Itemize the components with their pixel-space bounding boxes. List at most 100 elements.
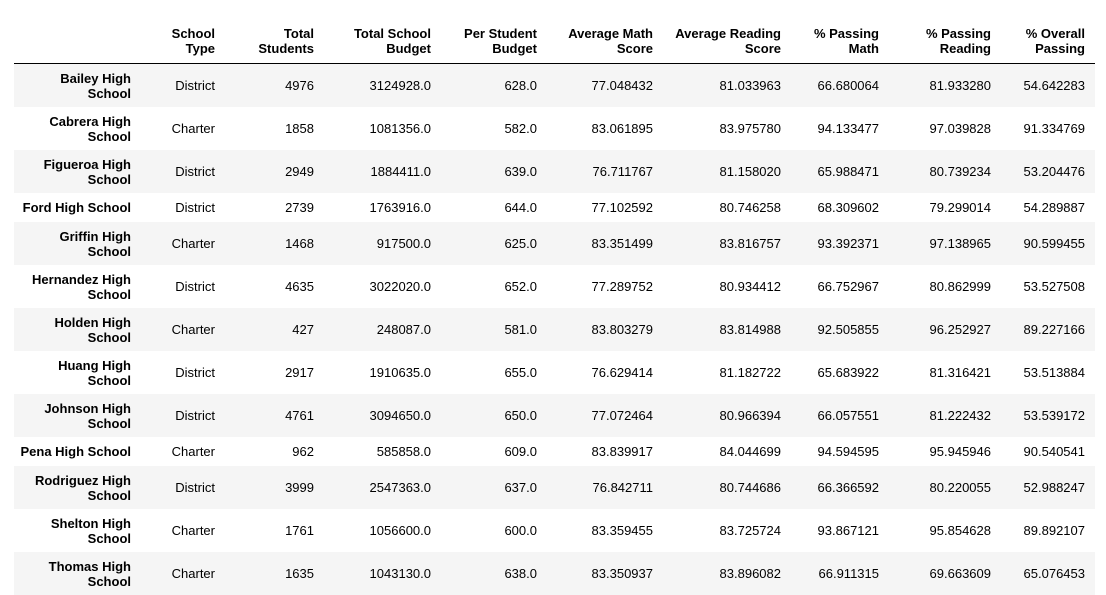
total-students-cell: 1635	[225, 552, 324, 595]
dataframe-container: School Type Total Students Total School …	[14, 16, 1095, 595]
total-students-cell: 4761	[225, 394, 324, 437]
school-name-cell: Johnson High School	[14, 394, 141, 437]
total-students-cell: 1468	[225, 222, 324, 265]
per-student-budget-cell: 652.0	[441, 265, 547, 308]
total-students-cell: 2739	[225, 193, 324, 222]
school-type-cell: District	[141, 64, 225, 108]
school-type-cell: District	[141, 351, 225, 394]
per-student-budget-cell: 639.0	[441, 150, 547, 193]
column-header-school-type: School Type	[141, 16, 225, 64]
percent-passing-reading-cell: 97.138965	[889, 222, 1001, 265]
average-math-score-cell: 83.350937	[547, 552, 663, 595]
average-math-score-cell: 76.711767	[547, 150, 663, 193]
per-student-budget-cell: 637.0	[441, 466, 547, 509]
average-reading-score-cell: 81.033963	[663, 64, 791, 108]
percent-overall-passing-cell: 65.076453	[1001, 552, 1095, 595]
total-students-cell: 4635	[225, 265, 324, 308]
per-student-budget-cell: 625.0	[441, 222, 547, 265]
percent-passing-math-cell: 94.594595	[791, 437, 889, 466]
school-name-cell: Pena High School	[14, 437, 141, 466]
school-type-cell: District	[141, 466, 225, 509]
school-name-cell: Hernandez High School	[14, 265, 141, 308]
school-name-cell: Griffin High School	[14, 222, 141, 265]
average-reading-score-cell: 83.814988	[663, 308, 791, 351]
school-type-cell: District	[141, 394, 225, 437]
percent-passing-reading-cell: 81.316421	[889, 351, 1001, 394]
percent-passing-math-cell: 65.683922	[791, 351, 889, 394]
total-school-budget-cell: 1763916.0	[324, 193, 441, 222]
percent-overall-passing-cell: 54.642283	[1001, 64, 1095, 108]
per-student-budget-cell: 638.0	[441, 552, 547, 595]
total-school-budget-cell: 917500.0	[324, 222, 441, 265]
total-students-cell: 2949	[225, 150, 324, 193]
total-students-cell: 962	[225, 437, 324, 466]
average-math-score-cell: 83.061895	[547, 107, 663, 150]
average-reading-score-cell: 83.896082	[663, 552, 791, 595]
percent-overall-passing-cell: 89.227166	[1001, 308, 1095, 351]
total-students-cell: 4976	[225, 64, 324, 108]
school-type-cell: Charter	[141, 509, 225, 552]
percent-passing-math-cell: 68.309602	[791, 193, 889, 222]
average-reading-score-cell: 83.975780	[663, 107, 791, 150]
table-header: School Type Total Students Total School …	[14, 16, 1095, 64]
percent-overall-passing-cell: 90.599455	[1001, 222, 1095, 265]
percent-overall-passing-cell: 54.289887	[1001, 193, 1095, 222]
school-name-cell: Rodriguez High School	[14, 466, 141, 509]
index-header	[14, 16, 141, 64]
percent-passing-math-cell: 93.867121	[791, 509, 889, 552]
school-name-cell: Ford High School	[14, 193, 141, 222]
percent-passing-reading-cell: 80.739234	[889, 150, 1001, 193]
school-type-cell: District	[141, 150, 225, 193]
average-math-score-cell: 77.072464	[547, 394, 663, 437]
average-reading-score-cell: 80.966394	[663, 394, 791, 437]
percent-passing-math-cell: 66.366592	[791, 466, 889, 509]
school-type-cell: Charter	[141, 437, 225, 466]
average-math-score-cell: 83.351499	[547, 222, 663, 265]
column-header-per-student-budget: Per Student Budget	[441, 16, 547, 64]
average-math-score-cell: 76.629414	[547, 351, 663, 394]
average-math-score-cell: 83.839917	[547, 437, 663, 466]
average-reading-score-cell: 80.746258	[663, 193, 791, 222]
average-reading-score-cell: 80.934412	[663, 265, 791, 308]
total-school-budget-cell: 1910635.0	[324, 351, 441, 394]
school-type-cell: Charter	[141, 222, 225, 265]
average-math-score-cell: 77.289752	[547, 265, 663, 308]
average-math-score-cell: 77.048432	[547, 64, 663, 108]
per-student-budget-cell: 644.0	[441, 193, 547, 222]
total-school-budget-cell: 1884411.0	[324, 150, 441, 193]
per-student-budget-cell: 581.0	[441, 308, 547, 351]
school-name-cell: Figueroa High School	[14, 150, 141, 193]
header-row: School Type Total Students Total School …	[14, 16, 1095, 64]
percent-passing-reading-cell: 79.299014	[889, 193, 1001, 222]
total-school-budget-cell: 2547363.0	[324, 466, 441, 509]
percent-overall-passing-cell: 91.334769	[1001, 107, 1095, 150]
percent-passing-math-cell: 66.057551	[791, 394, 889, 437]
percent-overall-passing-cell: 90.540541	[1001, 437, 1095, 466]
percent-passing-reading-cell: 97.039828	[889, 107, 1001, 150]
average-reading-score-cell: 81.182722	[663, 351, 791, 394]
per-student-budget-cell: 650.0	[441, 394, 547, 437]
per-student-budget-cell: 600.0	[441, 509, 547, 552]
percent-passing-reading-cell: 81.222432	[889, 394, 1001, 437]
percent-passing-reading-cell: 80.220055	[889, 466, 1001, 509]
average-math-score-cell: 77.102592	[547, 193, 663, 222]
total-school-budget-cell: 248087.0	[324, 308, 441, 351]
percent-passing-math-cell: 66.752967	[791, 265, 889, 308]
percent-passing-math-cell: 93.392371	[791, 222, 889, 265]
total-school-budget-cell: 3094650.0	[324, 394, 441, 437]
column-header-percent-overall-passing: % Overall Passing	[1001, 16, 1095, 64]
average-math-score-cell: 83.359455	[547, 509, 663, 552]
total-school-budget-cell: 3022020.0	[324, 265, 441, 308]
total-students-cell: 3999	[225, 466, 324, 509]
average-reading-score-cell: 84.044699	[663, 437, 791, 466]
